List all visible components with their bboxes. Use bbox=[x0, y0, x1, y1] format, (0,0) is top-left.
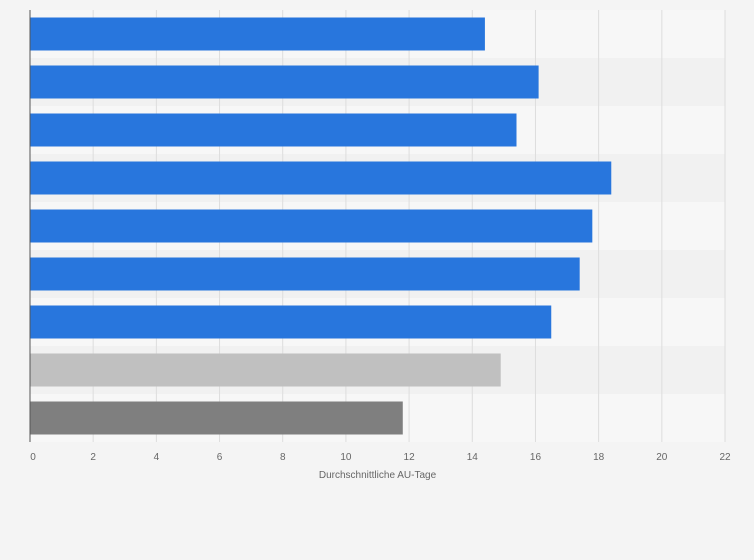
x-tick-label: 2 bbox=[90, 452, 96, 463]
x-tick-label: 20 bbox=[656, 452, 668, 463]
x-tick-label: 12 bbox=[404, 452, 416, 463]
x-tick-label: 4 bbox=[154, 452, 160, 463]
bar bbox=[30, 65, 539, 99]
x-tick-label: 16 bbox=[530, 452, 542, 463]
x-tick-label: 0 bbox=[30, 452, 36, 463]
x-tick-label: 6 bbox=[217, 452, 223, 463]
bar bbox=[30, 113, 517, 147]
bar bbox=[30, 353, 501, 387]
x-tick-label: 22 bbox=[719, 452, 731, 463]
x-axis-title: Durchschnittliche AU-Tage bbox=[319, 470, 437, 481]
bar bbox=[30, 17, 485, 51]
bar bbox=[30, 401, 403, 435]
bar bbox=[30, 209, 593, 243]
x-tick-label: 14 bbox=[467, 452, 479, 463]
x-tick-label: 8 bbox=[280, 452, 286, 463]
x-axis-ticks: 0 2 4 6 8 10 12 14 16 18 20 22 bbox=[30, 452, 731, 463]
bar bbox=[30, 161, 612, 195]
x-tick-label: 18 bbox=[593, 452, 605, 463]
bar bbox=[30, 257, 580, 291]
bar bbox=[30, 305, 552, 339]
x-tick-label: 10 bbox=[340, 452, 352, 463]
bars bbox=[30, 17, 612, 435]
